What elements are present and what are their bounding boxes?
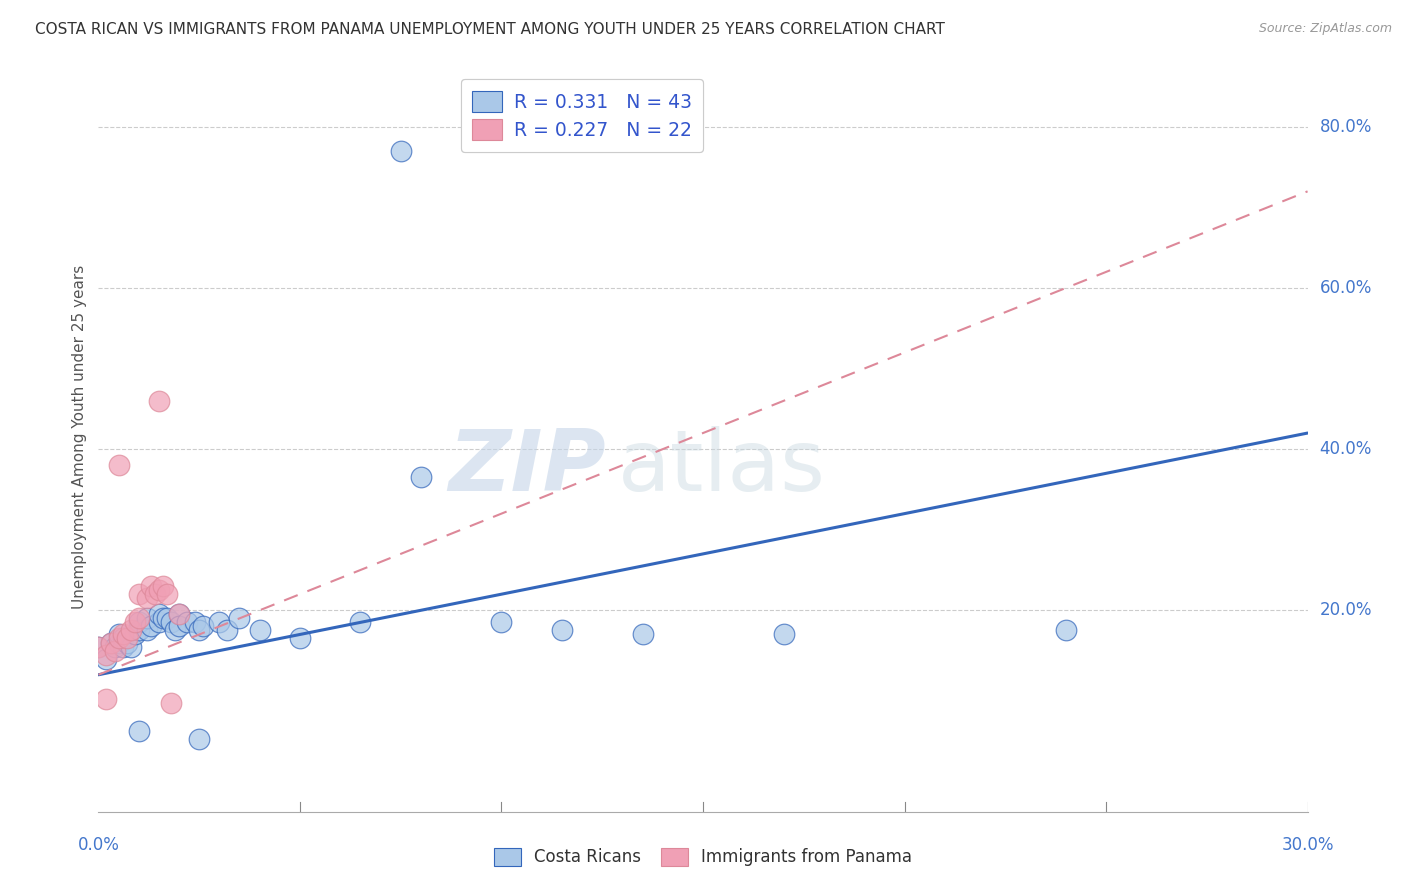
Point: [188, 624, 211, 638]
Point: [389, 144, 412, 158]
Point: [111, 640, 134, 654]
Point: [349, 615, 371, 630]
Point: [120, 624, 142, 638]
Point: [100, 635, 122, 649]
Point: [115, 632, 138, 646]
Point: [120, 640, 142, 654]
Point: [288, 632, 311, 646]
Point: [124, 615, 146, 630]
Text: atlas: atlas: [619, 425, 827, 508]
Text: 30.0%: 30.0%: [1281, 836, 1334, 854]
Point: [128, 615, 150, 630]
Point: [167, 607, 190, 622]
Point: [160, 615, 183, 630]
Point: [148, 607, 170, 622]
Point: [152, 579, 174, 593]
Point: [139, 619, 162, 633]
Text: Source: ZipAtlas.com: Source: ZipAtlas.com: [1258, 22, 1392, 36]
Point: [128, 587, 150, 601]
Point: [228, 611, 250, 625]
Text: ZIP: ZIP: [449, 425, 606, 508]
Legend: R = 0.331   N = 43, R = 0.227   N = 22: R = 0.331 N = 43, R = 0.227 N = 22: [461, 79, 703, 152]
Text: COSTA RICAN VS IMMIGRANTS FROM PANAMA UNEMPLOYMENT AMONG YOUTH UNDER 25 YEARS CO: COSTA RICAN VS IMMIGRANTS FROM PANAMA UN…: [35, 22, 945, 37]
Point: [96, 651, 118, 665]
Point: [167, 619, 190, 633]
Point: [128, 724, 150, 739]
Point: [160, 696, 183, 710]
Point: [163, 624, 186, 638]
Point: [772, 627, 794, 641]
Point: [135, 611, 157, 625]
Point: [148, 393, 170, 408]
Point: [176, 615, 198, 630]
Point: [631, 627, 654, 641]
Point: [107, 627, 129, 641]
Point: [107, 632, 129, 646]
Point: [148, 615, 170, 630]
Point: [135, 591, 157, 606]
Point: [139, 579, 162, 593]
Point: [107, 458, 129, 473]
Point: [491, 615, 513, 630]
Point: [249, 624, 271, 638]
Point: [87, 640, 110, 654]
Point: [184, 615, 207, 630]
Text: 40.0%: 40.0%: [1320, 440, 1372, 458]
Point: [208, 615, 231, 630]
Text: 0.0%: 0.0%: [77, 836, 120, 854]
Y-axis label: Unemployment Among Youth under 25 years: Unemployment Among Youth under 25 years: [72, 265, 87, 609]
Point: [217, 624, 239, 638]
Point: [167, 607, 190, 622]
Text: 80.0%: 80.0%: [1320, 118, 1372, 136]
Point: [551, 624, 574, 638]
Point: [96, 692, 118, 706]
Point: [188, 732, 211, 747]
Legend: Costa Ricans, Immigrants from Panama: Costa Ricans, Immigrants from Panama: [485, 839, 921, 875]
Point: [111, 632, 134, 646]
Point: [143, 587, 166, 601]
Point: [103, 643, 125, 657]
Text: 60.0%: 60.0%: [1320, 279, 1372, 297]
Point: [156, 611, 179, 625]
Point: [115, 635, 138, 649]
Point: [107, 635, 129, 649]
Point: [152, 611, 174, 625]
Point: [96, 648, 118, 662]
Point: [100, 635, 122, 649]
Point: [103, 640, 125, 654]
Point: [156, 587, 179, 601]
Point: [193, 619, 215, 633]
Point: [148, 583, 170, 598]
Point: [124, 627, 146, 641]
Point: [1054, 624, 1077, 638]
Point: [128, 611, 150, 625]
Text: 20.0%: 20.0%: [1320, 601, 1372, 619]
Point: [135, 624, 157, 638]
Point: [409, 470, 432, 484]
Point: [87, 640, 110, 654]
Point: [111, 627, 134, 641]
Point: [128, 624, 150, 638]
